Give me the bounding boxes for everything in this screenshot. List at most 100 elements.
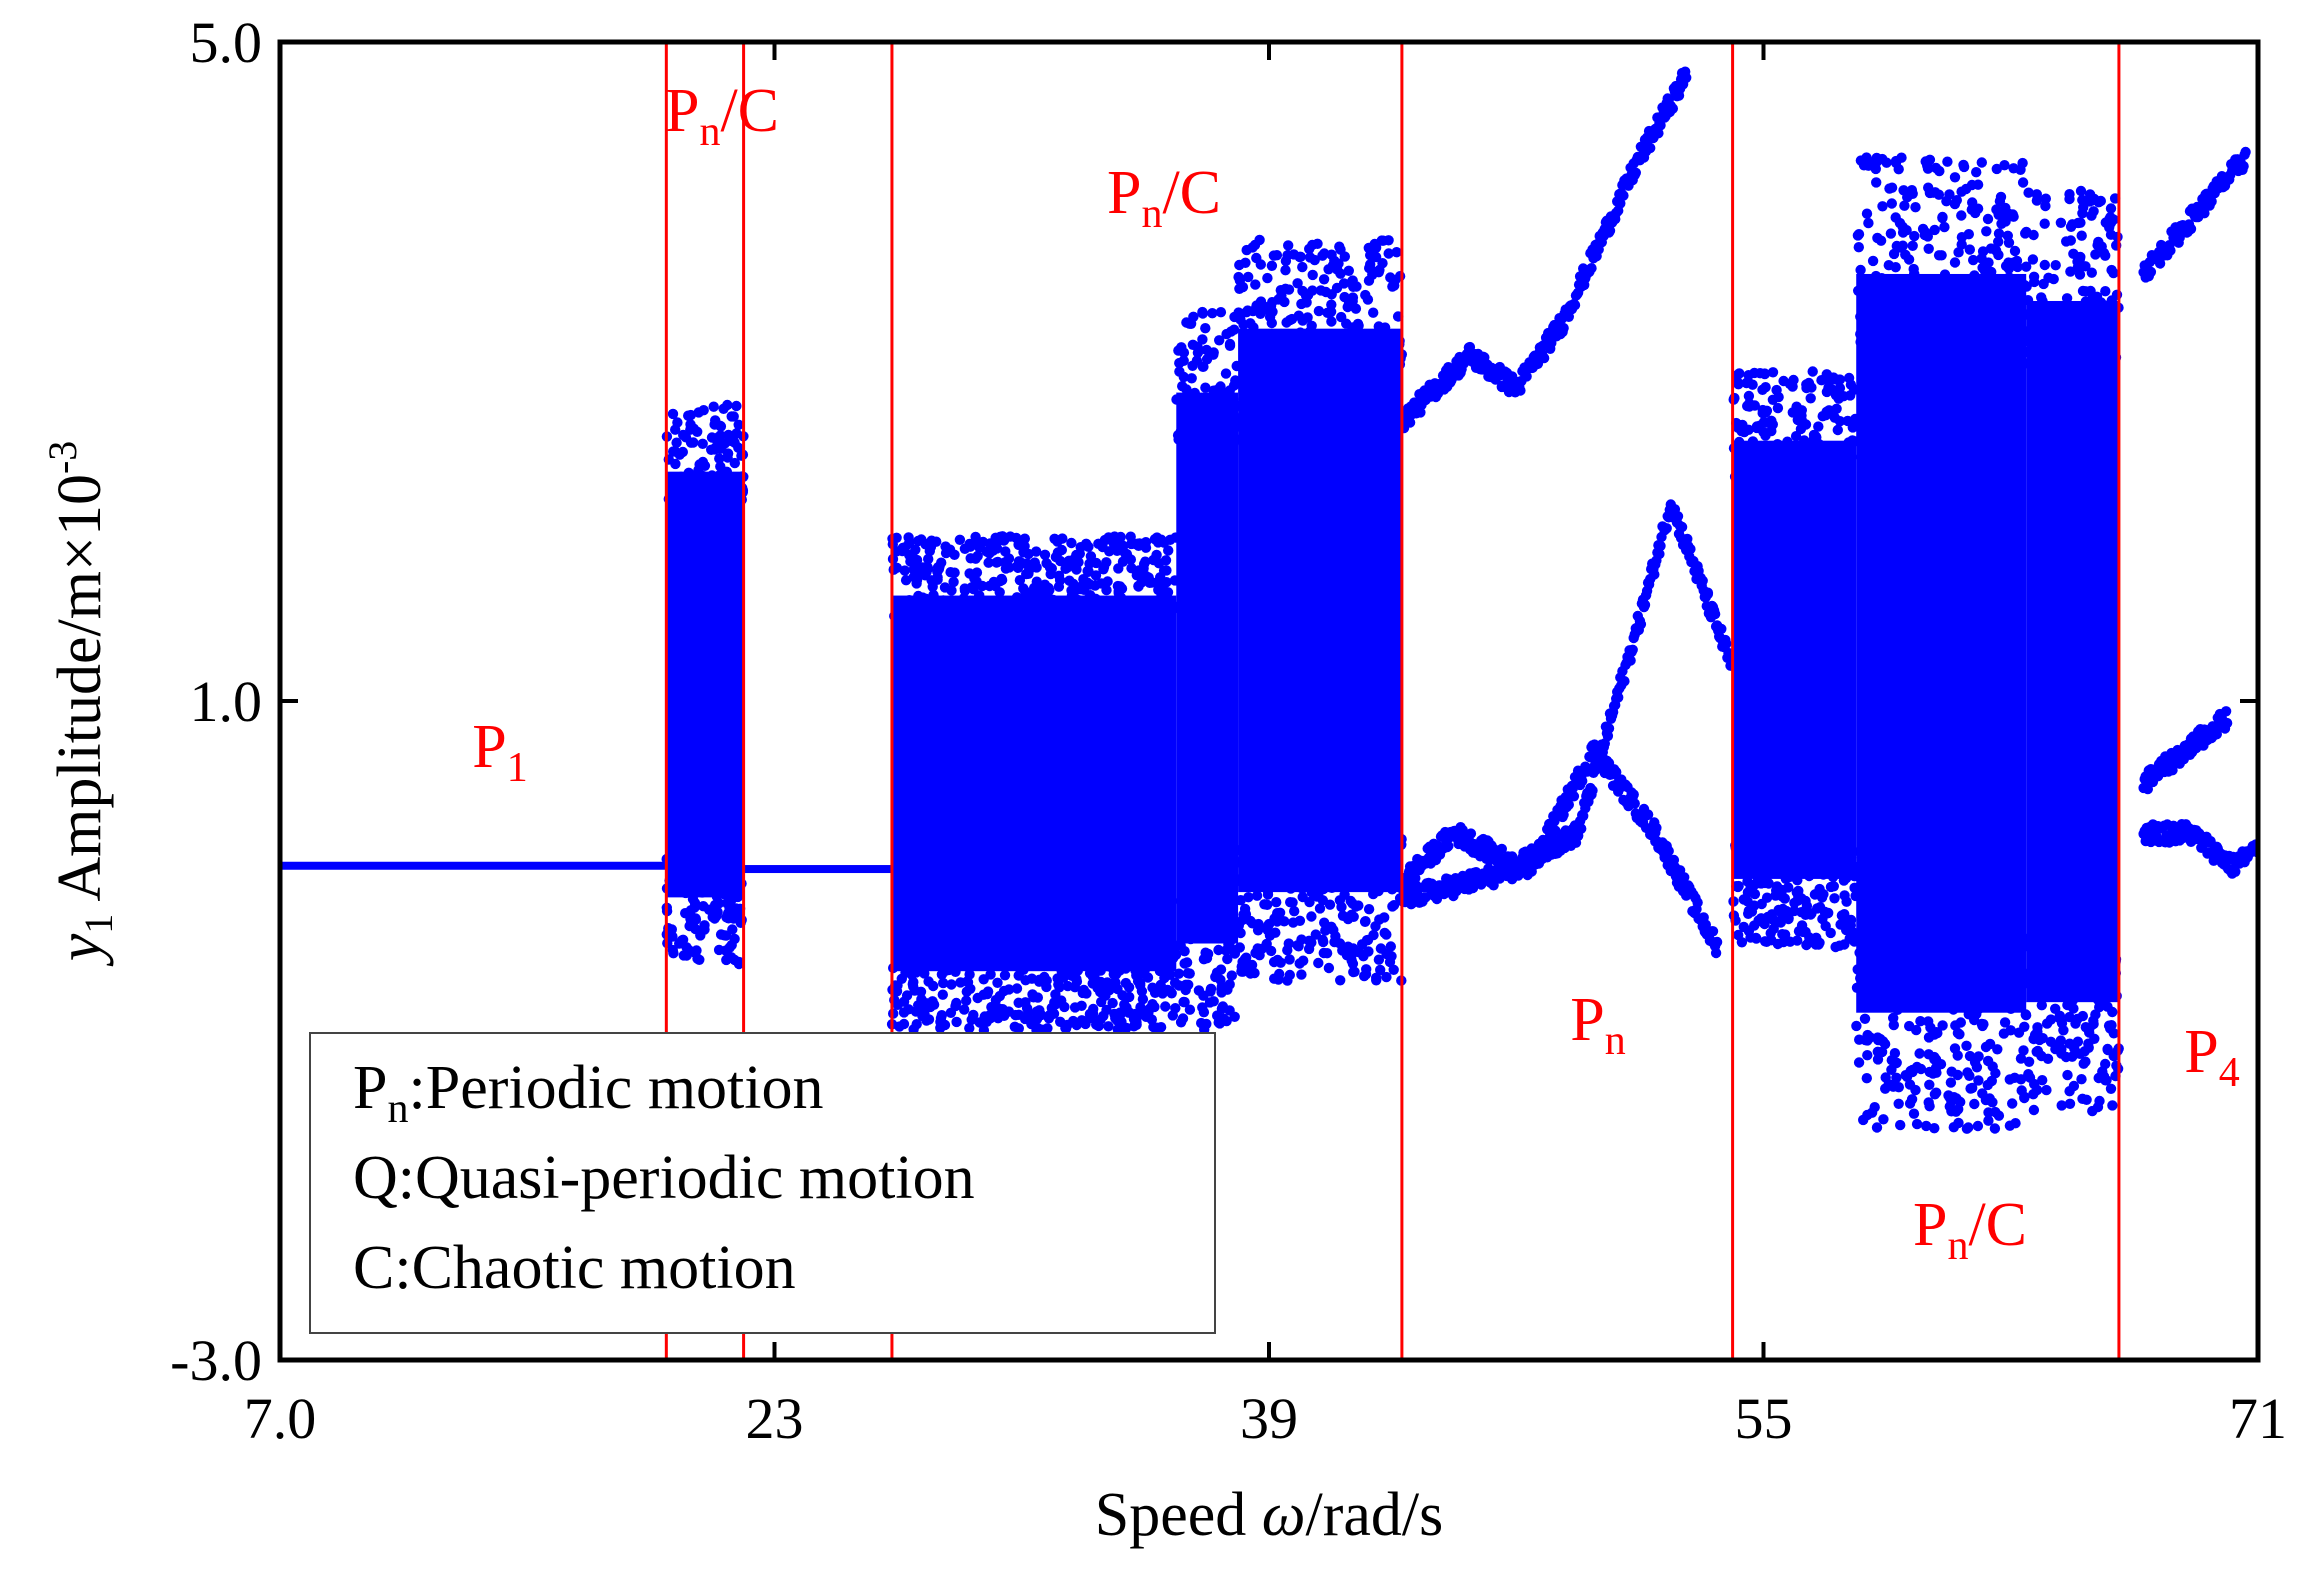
data-point bbox=[1829, 893, 1840, 904]
data-point bbox=[2065, 303, 2077, 314]
data-point bbox=[1342, 941, 1354, 952]
data-point bbox=[1247, 242, 1258, 253]
data-point bbox=[1762, 417, 1773, 428]
data-point bbox=[1991, 163, 2003, 175]
data-point bbox=[1122, 934, 1134, 945]
data-point bbox=[1973, 1075, 1984, 1086]
data-point bbox=[1937, 292, 1949, 303]
data-point bbox=[1297, 891, 1308, 903]
data-point bbox=[1008, 620, 1020, 631]
data-point bbox=[1200, 382, 1211, 393]
data-point bbox=[2023, 1056, 2035, 1068]
data-point bbox=[1635, 619, 1647, 630]
data-point bbox=[1894, 217, 1906, 229]
data-point bbox=[1829, 412, 1841, 423]
data-point bbox=[2165, 245, 2176, 256]
data-point bbox=[1233, 920, 1245, 931]
data-point bbox=[2021, 309, 2033, 320]
data-point bbox=[914, 608, 925, 619]
data-point bbox=[2080, 320, 2091, 331]
data-point bbox=[1133, 565, 1145, 576]
data-point bbox=[1380, 861, 1392, 872]
data-point bbox=[1282, 250, 1293, 261]
data-point bbox=[1813, 421, 1824, 432]
data-point bbox=[1190, 910, 1201, 921]
data-point bbox=[1956, 239, 1967, 250]
data-point bbox=[1889, 332, 1901, 343]
data-point bbox=[1882, 950, 1893, 961]
data-point bbox=[1252, 925, 1264, 936]
data-point bbox=[1292, 376, 1304, 388]
data-point bbox=[1763, 877, 1774, 889]
data-point bbox=[1201, 344, 1212, 356]
data-point bbox=[1371, 975, 1382, 986]
data-point bbox=[2036, 1000, 2048, 1011]
data-point bbox=[1306, 320, 1317, 331]
data-point bbox=[1021, 938, 1032, 950]
data-point bbox=[1810, 939, 1822, 950]
data-point bbox=[1886, 323, 1897, 334]
data-point bbox=[1618, 190, 1629, 201]
data-point bbox=[1806, 382, 1817, 393]
data-point bbox=[937, 989, 948, 1000]
data-point bbox=[665, 868, 676, 880]
data-point bbox=[1766, 911, 1777, 922]
data-point bbox=[2007, 956, 2019, 967]
data-point bbox=[1319, 846, 1331, 857]
data-point bbox=[957, 954, 968, 965]
data-point bbox=[1916, 302, 1928, 314]
data-point bbox=[2086, 195, 2097, 206]
data-point bbox=[1294, 251, 1305, 263]
data-point bbox=[2039, 259, 2050, 271]
data-point bbox=[715, 421, 727, 432]
data-point bbox=[2004, 208, 2015, 220]
data-point bbox=[1291, 875, 1303, 887]
data-point bbox=[1615, 198, 1626, 209]
data-point bbox=[948, 605, 959, 616]
data-point bbox=[2108, 267, 2119, 279]
data-point bbox=[667, 944, 678, 956]
data-point bbox=[2107, 983, 2118, 994]
data-point bbox=[718, 863, 729, 874]
data-point bbox=[1799, 435, 1810, 446]
data-point bbox=[1858, 1114, 1869, 1126]
data-point bbox=[1876, 331, 1888, 343]
data-point bbox=[1847, 422, 1859, 433]
data-point bbox=[1112, 617, 1123, 628]
data-point bbox=[1603, 723, 1615, 734]
data-point bbox=[1276, 290, 1287, 301]
x-tick-label: 7.0 bbox=[244, 1386, 317, 1451]
data-point bbox=[1101, 960, 1112, 972]
data-point bbox=[2038, 944, 2049, 956]
data-point bbox=[688, 869, 700, 880]
data-point bbox=[1000, 600, 1011, 611]
data-point bbox=[1488, 880, 1499, 891]
data-point bbox=[1778, 375, 1789, 387]
data-point bbox=[1326, 316, 1337, 327]
data-point bbox=[1394, 271, 1406, 282]
data-point bbox=[1965, 1083, 1976, 1094]
data-point bbox=[1194, 422, 1205, 433]
legend-box bbox=[309, 1032, 1216, 1334]
data-point bbox=[994, 932, 1006, 944]
data-point bbox=[1214, 401, 1225, 413]
data-point bbox=[898, 1007, 910, 1018]
data-point bbox=[1028, 992, 1039, 1003]
data-point bbox=[2022, 358, 2034, 369]
data-point bbox=[999, 970, 1011, 981]
data-point bbox=[1326, 289, 1337, 300]
data-point bbox=[1053, 935, 1064, 947]
data-point bbox=[1388, 964, 1399, 975]
data-point bbox=[1743, 908, 1754, 919]
data-point bbox=[1853, 242, 1865, 253]
data-point bbox=[1929, 1123, 1940, 1134]
data-point bbox=[1889, 939, 1900, 950]
data-point bbox=[1737, 470, 1749, 481]
data-point bbox=[971, 567, 983, 578]
data-point bbox=[1733, 379, 1744, 390]
data-point bbox=[2055, 217, 2067, 228]
data-point bbox=[964, 1022, 975, 1034]
data-point bbox=[2023, 933, 2034, 944]
data-point bbox=[1929, 224, 1940, 236]
data-point bbox=[1255, 259, 1267, 270]
